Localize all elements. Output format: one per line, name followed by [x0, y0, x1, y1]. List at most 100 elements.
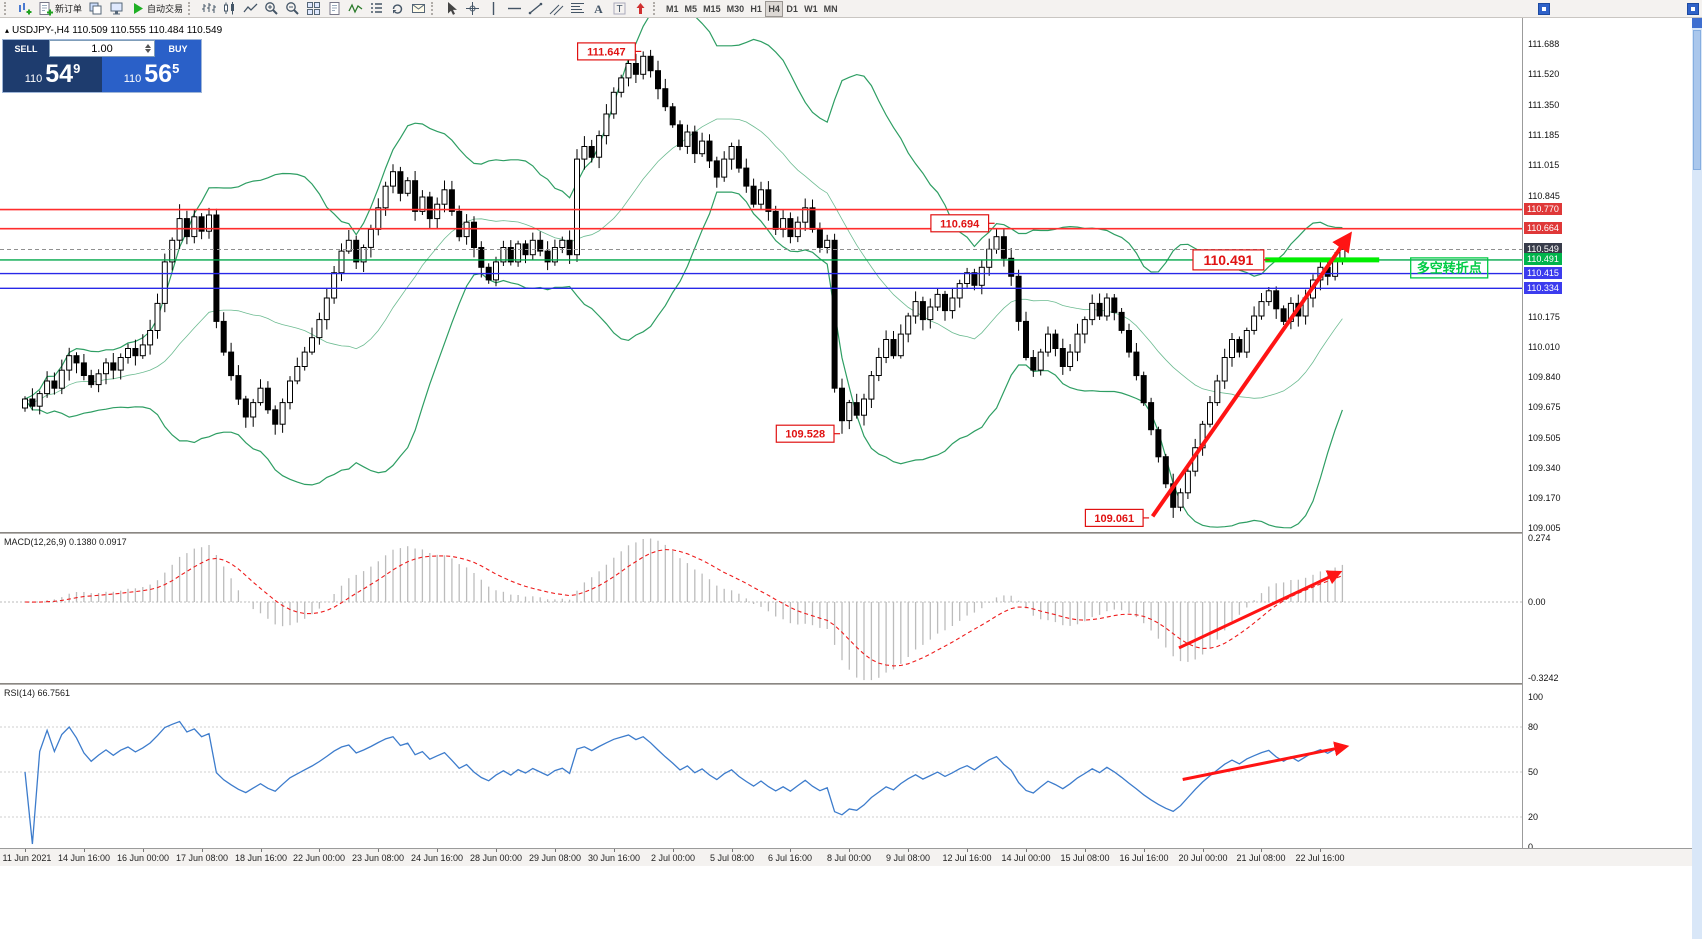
auto-trading-icon: [130, 1, 145, 16]
macd-tick: -0.3242: [1528, 672, 1559, 683]
cursor-button[interactable]: [441, 1, 462, 17]
time-label: 16 Jul 16:00: [1119, 853, 1169, 863]
horizontal-line-button[interactable]: [504, 1, 525, 17]
time-axis[interactable]: 11 Jun 2021 14 Jun 16:00 16 Jun 00:00 17 Ju…: [0, 848, 1692, 866]
crosshair-button[interactable]: [462, 1, 483, 17]
price-tick: 111.688: [1528, 39, 1560, 49]
price-axis[interactable]: 111.688 111.520 111.350 111.185 111.015 110.8…: [1522, 18, 1693, 852]
vertical-scrollbar[interactable]: [1692, 18, 1702, 939]
text-label-button[interactable]: T: [609, 1, 630, 17]
price-level-badge: 110.549: [1524, 242, 1562, 255]
toolbar-grip[interactable]: [431, 2, 437, 15]
timeframe-m1-button[interactable]: M1: [663, 1, 682, 17]
time-label: 5 Jul 08:00: [709, 853, 755, 863]
scrollbar-thumb[interactable]: [1693, 30, 1701, 170]
timeframe-m30-button[interactable]: M30: [724, 1, 748, 17]
price-level-badge: 110.491: [1524, 253, 1562, 266]
time-label: 20 Jul 00:00: [1178, 853, 1228, 863]
templates-icon: [327, 1, 342, 16]
zoom-in-button[interactable]: [261, 1, 282, 17]
price-tick: 111.350: [1528, 99, 1560, 110]
toolbar-overflow-button-2[interactable]: [1687, 3, 1699, 15]
panel-splitter[interactable]: [0, 532, 1692, 534]
fibonacci-button[interactable]: [567, 1, 588, 17]
time-tick-mark: [849, 849, 850, 852]
news-icon: [411, 1, 426, 16]
new-chart-button[interactable]: [14, 1, 35, 17]
time-label: 2 Jul 00:00: [650, 853, 696, 863]
turning-point-label: 多空转折点: [1410, 257, 1489, 279]
toolbar-overflow-button-1[interactable]: [1538, 3, 1550, 15]
chart-bars-button[interactable]: [198, 1, 219, 17]
profiles-button[interactable]: [85, 1, 106, 17]
toolbar-grip[interactable]: [653, 2, 659, 15]
indicators-button[interactable]: [345, 1, 366, 17]
trend-arrow: [1150, 231, 1352, 518]
buy-button[interactable]: BUY: [155, 40, 201, 57]
time-tick-mark: [967, 849, 968, 852]
templates-button[interactable]: [324, 1, 345, 17]
time-tick-mark: [1261, 849, 1262, 852]
scrollbar-button[interactable]: [1692, 18, 1702, 28]
tile-windows-icon: [306, 1, 321, 16]
rsi-trend-arrow: [1182, 741, 1350, 781]
text-button[interactable]: A: [588, 1, 609, 17]
objects-list-button[interactable]: [366, 1, 387, 17]
timeframe-m5-button[interactable]: M5: [682, 1, 701, 17]
vertical-line-button[interactable]: [483, 1, 504, 17]
panel-splitter[interactable]: [0, 683, 1692, 685]
time-label: 29 Jun 08:00: [528, 853, 582, 863]
price-tick: 111.520: [1528, 69, 1560, 80]
crosshair-icon: [465, 1, 480, 16]
buy-price-button[interactable]: 110 56 5: [102, 57, 201, 92]
symbol-ohlc-text: USDJPY-,H4 110.509 110.555 110.484 110.5…: [12, 25, 223, 36]
volume-up-icon[interactable]: [144, 44, 151, 48]
chart-candles-button[interactable]: [219, 1, 240, 17]
zoom-out-icon: [285, 1, 300, 16]
chart-line-button[interactable]: [240, 1, 261, 17]
rsi-indicator-label: RSI(14) 66.7561: [4, 688, 71, 698]
auto-trading-button[interactable]: 自动交易: [127, 1, 186, 17]
timeframe-d1-button[interactable]: D1: [783, 1, 801, 17]
time-label: 28 Jun 00:00: [469, 853, 523, 863]
sell-button[interactable]: SELL: [3, 40, 49, 57]
objects-list-icon: [369, 1, 384, 16]
price-tick: 109.675: [1528, 402, 1561, 413]
timeframe-h1-button[interactable]: H1: [747, 1, 765, 17]
candles: [22, 49, 1346, 518]
market-watch-button[interactable]: [106, 1, 127, 17]
cursor-icon: [444, 1, 459, 16]
toolbar-grip[interactable]: [188, 2, 194, 15]
zoom-out-button[interactable]: [282, 1, 303, 17]
price-tick: 110.845: [1528, 191, 1560, 202]
main-chart-canvas[interactable]: 111.647 110.694 110.491 109.528 109.061 多空转折点: [0, 18, 1522, 532]
time-label: 16 Jun 00:00: [116, 853, 170, 863]
news-button[interactable]: [408, 1, 429, 17]
tile-windows-button[interactable]: [303, 1, 324, 17]
time-tick-mark: [1144, 849, 1145, 852]
volume-down-icon[interactable]: [144, 49, 151, 53]
timeframe-w1-button[interactable]: W1: [801, 1, 821, 17]
new-order-button[interactable]: 新订单: [35, 1, 85, 17]
volume-field[interactable]: 1.00: [49, 40, 155, 57]
equidistant-channel-button[interactable]: [546, 1, 567, 17]
time-label: 30 Jun 16:00: [587, 853, 641, 863]
time-tick-mark: [202, 849, 203, 852]
arrow-objects-button[interactable]: [630, 1, 651, 17]
timeframe-m15-button[interactable]: M15: [700, 1, 724, 17]
time-label: 17 Jun 08:00: [175, 853, 229, 863]
fibonacci-icon: [570, 1, 585, 16]
sell-price-button[interactable]: 110 54 9: [3, 57, 102, 92]
one-click-collapse-icon[interactable]: ▴: [5, 26, 10, 35]
volume-stepper[interactable]: [142, 41, 153, 56]
trendline-button[interactable]: [525, 1, 546, 17]
timeframe-h4-button[interactable]: H4: [765, 0, 784, 17]
new-order-icon: [38, 1, 53, 16]
macd-panel-canvas[interactable]: [0, 534, 1522, 683]
timeframe-mn-button[interactable]: MN: [821, 1, 841, 17]
refresh-button[interactable]: [387, 1, 408, 17]
macd-tick: 0.274: [1528, 532, 1551, 543]
toolbar-grip[interactable]: [4, 2, 10, 15]
rsi-panel-canvas[interactable]: [0, 685, 1522, 848]
